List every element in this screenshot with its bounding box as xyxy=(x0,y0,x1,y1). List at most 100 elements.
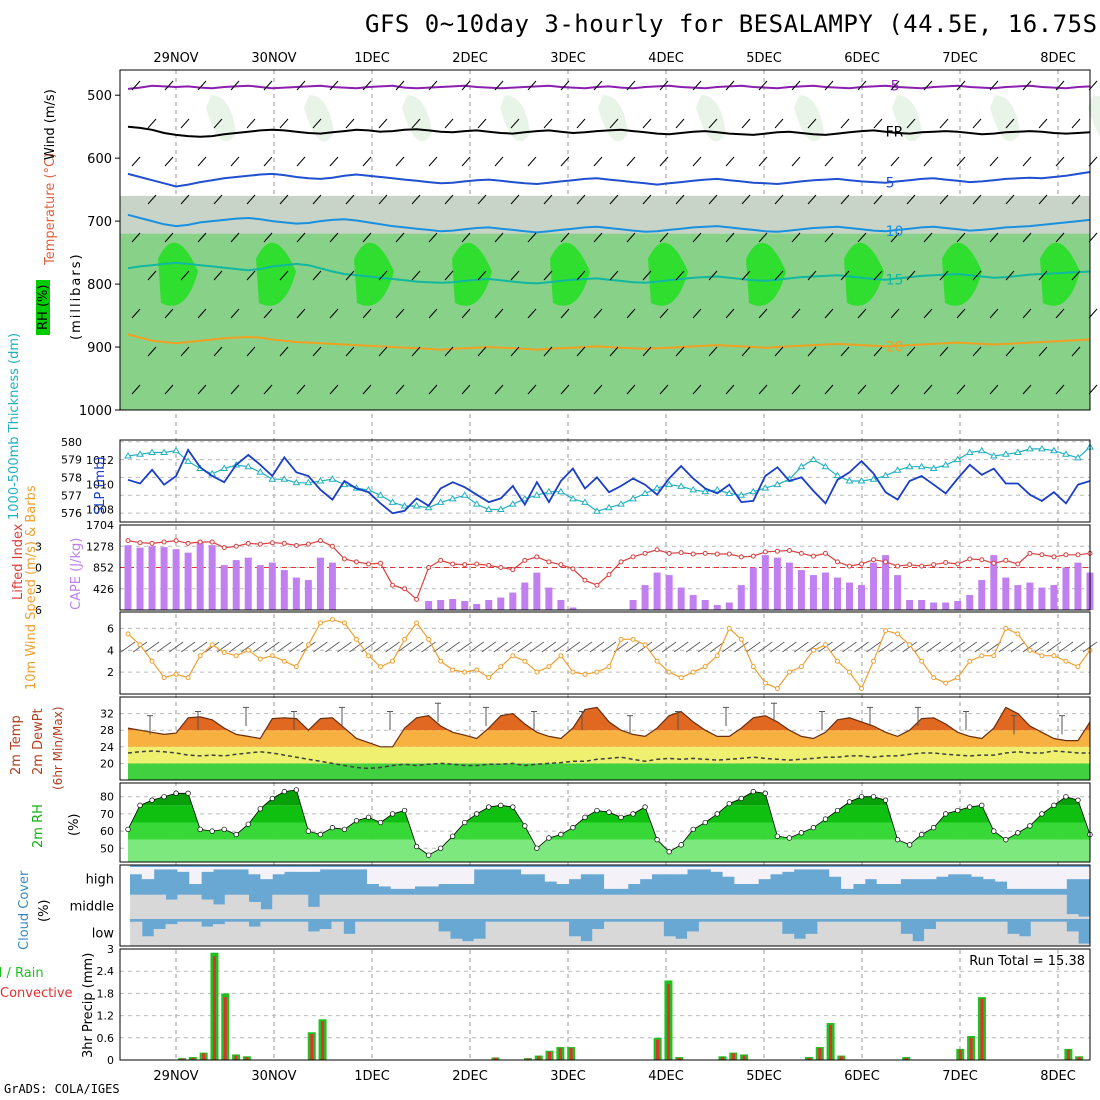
wind-barb xyxy=(989,232,999,243)
precip-convective-bar xyxy=(202,1053,206,1060)
rh-point xyxy=(269,795,275,802)
date-label-bottom: 8DEC xyxy=(1040,1069,1076,1084)
wind-barb xyxy=(642,194,652,205)
wind-barb xyxy=(461,308,471,319)
ytick-label: -3 xyxy=(31,540,42,553)
wind-barb xyxy=(824,232,834,243)
wind-barb xyxy=(527,80,537,91)
wind-barb xyxy=(213,346,223,357)
contour-label: 15 xyxy=(886,273,904,289)
wind-barb xyxy=(164,232,174,243)
wind-barb xyxy=(746,641,761,653)
date-label-bottom: 29NOV xyxy=(153,1069,198,1084)
cloud-clear-high xyxy=(367,867,380,885)
wind-barb xyxy=(337,641,352,653)
rh-point xyxy=(137,802,143,808)
wind-barb xyxy=(659,384,669,395)
cape-bar xyxy=(761,555,769,610)
wind-barb xyxy=(824,80,834,91)
contour-2 xyxy=(127,171,1091,188)
cape-bar xyxy=(725,602,733,610)
cape-bar xyxy=(1038,587,1046,610)
wind-speed-point xyxy=(798,664,804,670)
wind-barb xyxy=(216,641,232,653)
wind-barb xyxy=(445,641,460,653)
cloud-clear-middle xyxy=(817,894,830,919)
wind-barb xyxy=(939,346,949,357)
precip-convective-bar xyxy=(742,1055,746,1060)
wind-barb xyxy=(345,118,355,129)
thickness-point xyxy=(725,489,734,496)
wind-barb xyxy=(950,641,965,653)
thickness-point xyxy=(677,482,686,489)
wind-barb xyxy=(593,80,603,91)
wind-barb xyxy=(428,308,438,319)
cloud-clear-middle xyxy=(1030,894,1044,919)
wind-barb xyxy=(741,346,751,357)
wind-barb xyxy=(494,80,504,91)
cape-bar xyxy=(220,565,228,610)
wind-barb xyxy=(1022,80,1032,91)
wind-speed-point xyxy=(426,636,432,642)
cloud-clear-middle xyxy=(1018,894,1032,919)
contour-4 xyxy=(127,261,1091,285)
wind-barb xyxy=(395,384,405,395)
cloud-clear-high xyxy=(675,867,688,875)
thickness-point xyxy=(1025,444,1034,452)
cape-bar xyxy=(256,565,264,610)
wind-barb xyxy=(998,641,1014,653)
lifted-index-point xyxy=(762,549,768,555)
wind-barb xyxy=(890,384,900,395)
wind-barb xyxy=(461,384,471,395)
cloud-clear-middle xyxy=(331,894,344,919)
lifted-index-point xyxy=(137,540,143,546)
precip-convective-bar xyxy=(720,1057,724,1060)
cloud-clear-middle xyxy=(852,894,866,919)
date-label-top: 30NOV xyxy=(251,51,296,66)
cloud-clear-low xyxy=(402,921,415,946)
cloud-clear-low xyxy=(710,921,724,946)
precip-convective-bar xyxy=(839,1056,843,1060)
temp-band xyxy=(128,730,1090,747)
wind-barb xyxy=(939,118,949,129)
wind-speed-point xyxy=(185,675,191,681)
cloud-clear-middle xyxy=(141,894,155,919)
wind-barb xyxy=(906,118,916,129)
wind-barb xyxy=(642,118,652,129)
ytick-label: 426 xyxy=(93,583,114,596)
wind-barb xyxy=(197,308,207,319)
wind-barb xyxy=(974,641,990,653)
wind-barb xyxy=(923,232,933,243)
lifted-index-point xyxy=(943,560,949,566)
rh-band xyxy=(128,839,1090,862)
cloud-clear-middle xyxy=(580,894,593,919)
wind-barb xyxy=(246,194,256,205)
thickness-point xyxy=(460,491,469,498)
wind-barb xyxy=(228,641,244,653)
cloud-clear-middle xyxy=(971,894,984,919)
cape-bar xyxy=(148,546,156,610)
wind-barb xyxy=(444,270,454,281)
rh-point xyxy=(654,837,660,843)
cloud-clear-low xyxy=(971,921,984,946)
cloud-clear-middle xyxy=(758,894,771,919)
cloud-clear-middle xyxy=(177,894,190,919)
thickness-point xyxy=(689,485,698,493)
wind-barb xyxy=(697,641,713,653)
cloud-clear-high xyxy=(224,867,238,870)
rh-point xyxy=(353,818,360,824)
cloud-clear-low xyxy=(852,921,866,946)
wind-barb xyxy=(857,80,867,91)
wind-barb xyxy=(1022,156,1032,167)
thickness-point xyxy=(376,491,385,498)
thickness-point xyxy=(280,475,289,482)
cloud-clear-low xyxy=(450,938,463,946)
cloud-clear-high xyxy=(817,867,830,870)
rh-point xyxy=(870,794,877,800)
lifted-index-point xyxy=(185,540,191,546)
thickness-point xyxy=(797,462,806,470)
cloud-clear-low xyxy=(414,921,427,946)
wind-barb xyxy=(774,118,784,129)
wind-barb xyxy=(1071,270,1081,281)
lifted-index-point xyxy=(750,553,756,559)
